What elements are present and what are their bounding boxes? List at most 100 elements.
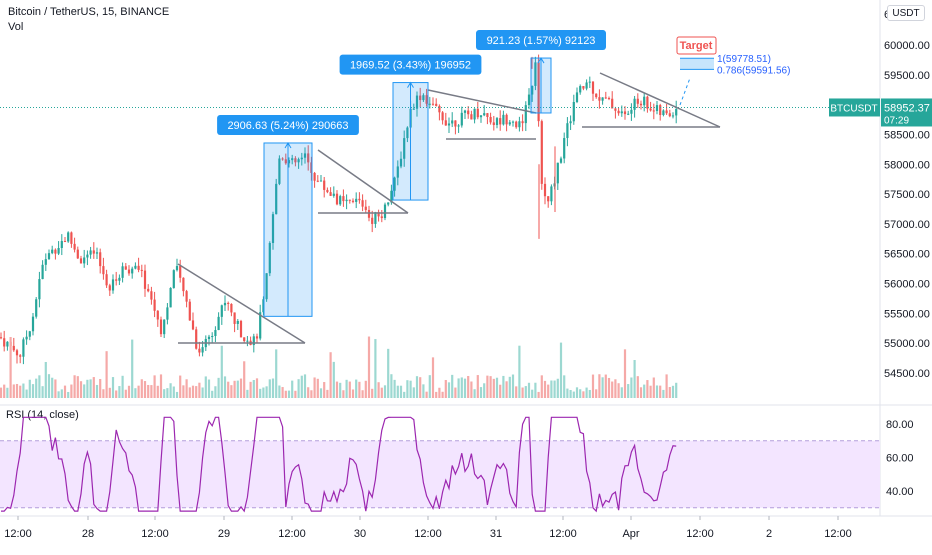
- candle-body: [572, 102, 575, 122]
- time-axis-label: 29: [218, 528, 230, 540]
- candle-body: [153, 299, 156, 311]
- time-axis-label: 12:00: [414, 528, 442, 540]
- volume-bar: [508, 376, 511, 398]
- volume-bar: [252, 380, 255, 398]
- time-axis-label: 12:00: [4, 528, 32, 540]
- volume-bar: [425, 391, 428, 398]
- candle-body: [163, 319, 166, 335]
- volume-bar: [310, 390, 313, 398]
- candle-body: [86, 254, 89, 258]
- volume-bar: [182, 385, 185, 398]
- volume-bar: [374, 339, 377, 398]
- candle-body: [259, 312, 262, 339]
- volume-bar: [339, 382, 342, 398]
- candle-body: [393, 177, 396, 191]
- candle-body: [191, 320, 195, 330]
- volume-bar: [591, 374, 595, 398]
- volume-bar: [563, 375, 566, 398]
- candle-body: [531, 85, 534, 95]
- candle-body: [537, 62, 540, 122]
- volume-bar: [463, 378, 467, 398]
- candle-body: [668, 113, 671, 117]
- candle-body: [412, 108, 415, 110]
- rsi-axis-label: 40.00: [886, 486, 914, 498]
- volume-bar: [646, 380, 649, 398]
- candle-body: [137, 265, 140, 270]
- candle-body: [44, 259, 47, 265]
- candle-body: [486, 113, 489, 117]
- candle-body: [524, 105, 527, 124]
- candle-body: [268, 242, 271, 274]
- candle-body: [505, 114, 508, 125]
- candle-body: [35, 299, 38, 317]
- candle-body: [435, 103, 438, 106]
- candle-body: [188, 301, 191, 321]
- volume-bar: [403, 391, 406, 398]
- measure-arrowhead: [537, 57, 545, 64]
- candle-body: [342, 196, 345, 202]
- candle-body: [367, 209, 371, 218]
- candle-body: [451, 120, 454, 124]
- volume-bar: [12, 384, 15, 398]
- volume-bar: [623, 349, 627, 398]
- candle-body: [636, 98, 639, 104]
- volume-bar: [220, 345, 223, 398]
- candle-body: [319, 180, 323, 182]
- volume-bar: [19, 385, 22, 398]
- candle-body: [563, 138, 566, 159]
- candle-body: [19, 355, 22, 357]
- volume-bar: [297, 379, 300, 398]
- volume-bar: [620, 387, 623, 398]
- volume-bar: [179, 375, 182, 398]
- time-axis-label: 12:00: [549, 528, 577, 540]
- volume-bar: [659, 385, 662, 398]
- volume-bar: [537, 391, 540, 398]
- candle-body: [515, 121, 518, 128]
- candle-body: [499, 118, 502, 125]
- candle-body: [620, 111, 623, 114]
- candle-body: [41, 264, 44, 280]
- candle-body: [217, 316, 220, 331]
- candle-body: [585, 82, 588, 89]
- price-axis-label: 57000.00: [884, 219, 930, 231]
- candle-body: [54, 249, 57, 254]
- volume-bar: [511, 374, 515, 398]
- volume-group: [0, 336, 678, 398]
- candle-body: [399, 158, 403, 167]
- candle-body: [28, 331, 31, 337]
- price-axis-label: 57500.00: [884, 189, 930, 201]
- candle-body: [92, 250, 95, 254]
- volume-bar: [585, 387, 588, 398]
- candle-body: [297, 159, 300, 163]
- volume-bar: [390, 374, 393, 398]
- candle-body: [623, 111, 627, 115]
- candle-body: [550, 186, 553, 202]
- candle-body: [198, 348, 201, 353]
- candle-body: [403, 138, 406, 159]
- measure-label-bg: [476, 30, 606, 51]
- candle-body: [575, 92, 579, 103]
- volume-bar: [377, 382, 380, 398]
- volume-bar: [329, 352, 332, 398]
- candle-body: [300, 157, 303, 160]
- candle-body: [185, 291, 188, 302]
- candle-body: [607, 98, 611, 100]
- candle-body: [236, 320, 239, 324]
- fib-level-label: 0.786(59591.56): [717, 65, 790, 76]
- volume-bar: [92, 377, 95, 398]
- volume-bar: [419, 377, 422, 398]
- candle-body: [339, 196, 342, 205]
- target-label: Target: [680, 40, 713, 52]
- volume-bar: [278, 385, 281, 398]
- trendline: [317, 149, 409, 214]
- volume-bar: [451, 374, 454, 398]
- volume-bar: [671, 385, 675, 398]
- candle-body: [105, 274, 108, 286]
- candle-body: [243, 337, 246, 342]
- candle-body: [70, 232, 73, 244]
- target-projection: [679, 77, 691, 106]
- candle-body: [527, 94, 531, 106]
- currency-button[interactable]: USDT: [887, 5, 925, 21]
